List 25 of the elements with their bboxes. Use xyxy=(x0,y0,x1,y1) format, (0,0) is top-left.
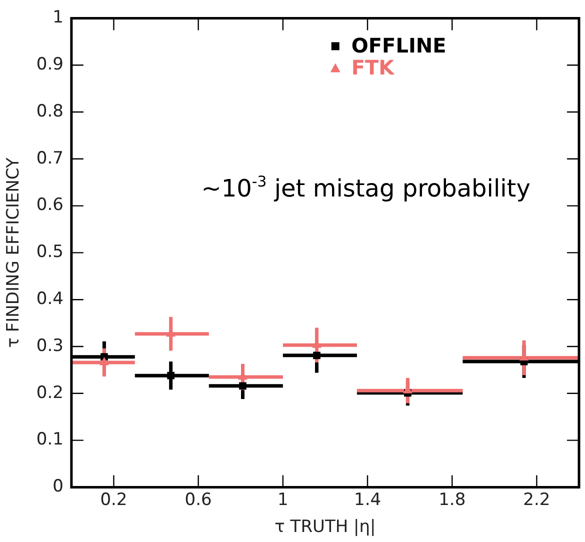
point xyxy=(100,357,109,366)
y-tick-label: 1 xyxy=(52,8,64,28)
y-tick-label: 0.6 xyxy=(36,195,64,216)
y-tick-label: 0 xyxy=(52,476,64,497)
x-tick-label: 0.2 xyxy=(100,490,128,510)
x-tick-label: 1 xyxy=(278,490,288,510)
legend-label: OFFLINE xyxy=(351,33,446,58)
y-axis-title: τ FINDING EFFICIENCY xyxy=(4,157,24,348)
y-tick-label: 0.8 xyxy=(36,101,64,122)
y-tick-label: 0.4 xyxy=(36,289,64,310)
legend-label: FTK xyxy=(351,55,396,80)
x-axis-title: τ TRUTH |η| xyxy=(274,517,376,538)
y-tick-label: 0.3 xyxy=(36,336,64,356)
point xyxy=(239,382,246,390)
y-tick-label: 0.1 xyxy=(36,430,64,450)
y-tick-label: 0.9 xyxy=(36,54,64,75)
y-tick-label: 0.5 xyxy=(36,242,64,262)
point xyxy=(313,352,320,360)
x-tick-label: 0.6 xyxy=(184,490,212,510)
point xyxy=(167,372,175,380)
x-tick-label: 1.8 xyxy=(438,490,466,510)
y-tick-label: 0.2 xyxy=(36,382,64,403)
y-tick-label: 0.7 xyxy=(36,148,64,168)
x-tick-label: 1.4 xyxy=(354,490,382,510)
x-tick-label: 2.2 xyxy=(523,490,550,510)
